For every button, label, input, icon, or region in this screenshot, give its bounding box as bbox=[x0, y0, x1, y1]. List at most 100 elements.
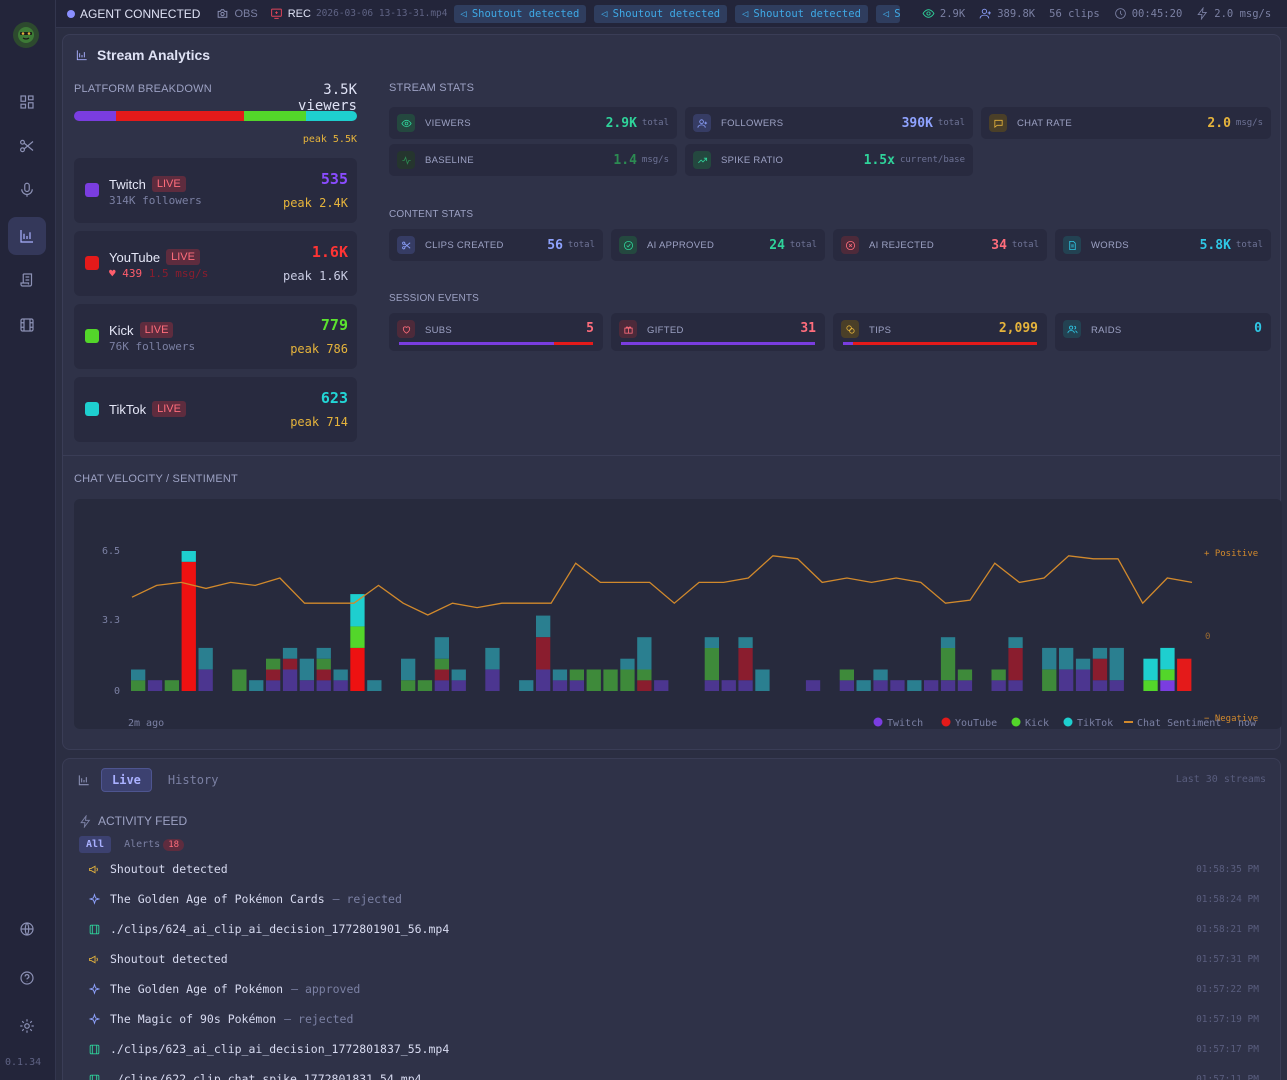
sparkle-icon bbox=[87, 1012, 101, 1026]
stat-label: VIEWERS bbox=[425, 117, 471, 129]
platform-likes: ♥ 439 1.5 msg/s bbox=[109, 267, 208, 280]
scissors-icon[interactable] bbox=[8, 127, 46, 165]
chart-bar-segment bbox=[536, 669, 551, 691]
platform-name: YouTube LIVE bbox=[109, 249, 200, 265]
tiktok-swatch bbox=[85, 402, 99, 416]
chart-bar-segment bbox=[805, 680, 821, 691]
chart-bar-segment bbox=[839, 680, 854, 691]
stat-value: 1.4 bbox=[613, 152, 637, 168]
chart-bar-segment bbox=[552, 669, 568, 681]
stat-value: 2.9K bbox=[605, 115, 637, 131]
film-icon bbox=[87, 1072, 101, 1080]
chart-bar-segment bbox=[890, 680, 905, 691]
ticker-chip[interactable]: ◁ Shoutout detected bbox=[735, 4, 868, 23]
dashboard-icon[interactable] bbox=[8, 83, 46, 121]
viewers-value: 2.9K bbox=[939, 7, 966, 20]
stat-unit: msg/s bbox=[641, 155, 669, 165]
film-icon bbox=[87, 922, 101, 936]
platform-card-twitch[interactable]: Twitch LIVE 314K followers 535 peak 2.4K bbox=[74, 158, 357, 223]
clock-icon bbox=[1114, 8, 1126, 19]
chart-bar-segment bbox=[249, 680, 264, 691]
x-circle-icon bbox=[841, 236, 859, 254]
chart-bar-segment bbox=[620, 658, 635, 670]
chart-bar-segment bbox=[704, 637, 719, 648]
filter-alerts[interactable]: Alerts 18 bbox=[117, 836, 191, 853]
stat-value: 56 bbox=[547, 237, 563, 253]
ticker-text: Shoutout detected bbox=[753, 7, 861, 20]
feed-row[interactable]: The Golden Age of Pokémon Cards — reject… bbox=[87, 889, 1267, 909]
scroll-icon[interactable] bbox=[8, 261, 46, 299]
settings-icon[interactable] bbox=[8, 1007, 46, 1045]
chart-bar-segment bbox=[1075, 669, 1091, 691]
chart-bar-segment bbox=[316, 680, 331, 691]
ticker-chip[interactable]: ◁ Shoutout detected bbox=[594, 4, 728, 23]
event-split-bar bbox=[843, 342, 1037, 345]
twitch-share bbox=[843, 342, 853, 345]
feed-row[interactable]: Shoutout detected 01:58:35 PM bbox=[87, 859, 1267, 879]
activity-icon bbox=[397, 151, 415, 169]
chart-bar-segment bbox=[181, 551, 196, 562]
platform-card-kick[interactable]: Kick LIVE 76K followers 779 peak 786 bbox=[74, 304, 357, 369]
ticker-chip[interactable]: ◁S bbox=[875, 4, 900, 23]
chart-bar-segment bbox=[873, 669, 888, 681]
tab-history[interactable]: History bbox=[167, 773, 219, 787]
chart-bar-segment bbox=[569, 680, 584, 691]
rate-value: 2.0 msg/s bbox=[1214, 7, 1272, 20]
feed-row[interactable]: The Golden Age of Pokémon — approved 01:… bbox=[87, 979, 1267, 999]
event-split-bar bbox=[621, 342, 815, 345]
feed-row[interactable]: ./clips/624_ai_clip_ai_decision_17728019… bbox=[87, 919, 1267, 939]
chart-bar-segment bbox=[755, 669, 770, 691]
feed-row[interactable]: The Magic of 90s Pokémon — rejected 01:5… bbox=[87, 1009, 1267, 1029]
eye-icon bbox=[922, 9, 935, 18]
analytics-icon[interactable] bbox=[8, 217, 46, 255]
globe-icon[interactable] bbox=[8, 910, 46, 948]
chart-bar-segment bbox=[350, 594, 365, 627]
feed-note: — rejected bbox=[284, 1012, 354, 1026]
microphone-icon[interactable] bbox=[8, 171, 46, 209]
ticker-chip[interactable]: ◁ Shoutout detected bbox=[453, 4, 587, 23]
stat-unit: total bbox=[789, 240, 817, 250]
alerts-count-badge: 18 bbox=[163, 839, 185, 851]
filter-all[interactable]: All bbox=[79, 836, 112, 853]
y-tick-label: 0 bbox=[114, 686, 120, 697]
legend-label: Chat Sentiment bbox=[1137, 718, 1221, 729]
sparkle-icon bbox=[87, 982, 101, 996]
chart-bar-segment bbox=[856, 680, 871, 691]
feed-row[interactable]: Shoutout detected 01:57:31 PM bbox=[87, 949, 1267, 969]
chart-bar-segment bbox=[147, 680, 163, 691]
chart-bar-segment bbox=[417, 680, 433, 691]
platform-name-text: YouTube bbox=[109, 249, 161, 265]
help-icon[interactable] bbox=[8, 959, 46, 997]
platform-card-tiktok[interactable]: TikTok LIVE 623 peak 714 bbox=[74, 377, 357, 442]
platform-peak: peak 1.6K bbox=[282, 269, 348, 283]
share-segment-twitch bbox=[74, 111, 117, 121]
chart-bar-segment bbox=[924, 680, 939, 691]
coins-icon bbox=[841, 320, 859, 338]
record-icon bbox=[270, 8, 282, 19]
feed-time: 01:57:22 PM bbox=[1196, 983, 1259, 995]
bar-chart-icon bbox=[78, 775, 89, 786]
trending-up-icon bbox=[693, 151, 711, 169]
stat-unit: msg/s bbox=[1235, 118, 1263, 128]
event-value: 31 bbox=[800, 321, 816, 336]
followers-value: 389.8K bbox=[997, 7, 1036, 20]
platform-card-youtube[interactable]: YouTube LIVE ♥ 439 1.5 msg/s 1.6K peak 1.… bbox=[74, 231, 357, 296]
platform-name-text: Twitch bbox=[109, 176, 146, 192]
feed-row[interactable]: ./clips/623_ai_clip_ai_decision_17728018… bbox=[87, 1039, 1267, 1059]
twitch-share bbox=[621, 342, 815, 345]
film-icon[interactable] bbox=[8, 306, 46, 344]
stat-label: AI APPROVED bbox=[647, 239, 715, 251]
stream-stats-label: STREAM STATS bbox=[389, 82, 475, 94]
feed-note: — rejected bbox=[332, 892, 402, 906]
feed-note: — approved bbox=[291, 982, 361, 996]
legend-label: Kick bbox=[1025, 718, 1049, 729]
chart-bar-segment bbox=[1059, 647, 1074, 670]
obs-status: OBS bbox=[216, 7, 258, 20]
platform-peak: peak 714 bbox=[290, 415, 348, 429]
feed-row[interactable]: ./clips/622_clip_chat_spike_1772801831_5… bbox=[87, 1069, 1267, 1080]
chart-bar-segment bbox=[282, 647, 298, 659]
activity-feed-heading: ACTIVITY FEED bbox=[79, 814, 187, 828]
platform-breakdown-label: PLATFORM BREAKDOWN bbox=[74, 83, 212, 95]
likes-count: ♥ 439 bbox=[109, 267, 143, 280]
tab-live[interactable]: Live bbox=[101, 768, 152, 792]
